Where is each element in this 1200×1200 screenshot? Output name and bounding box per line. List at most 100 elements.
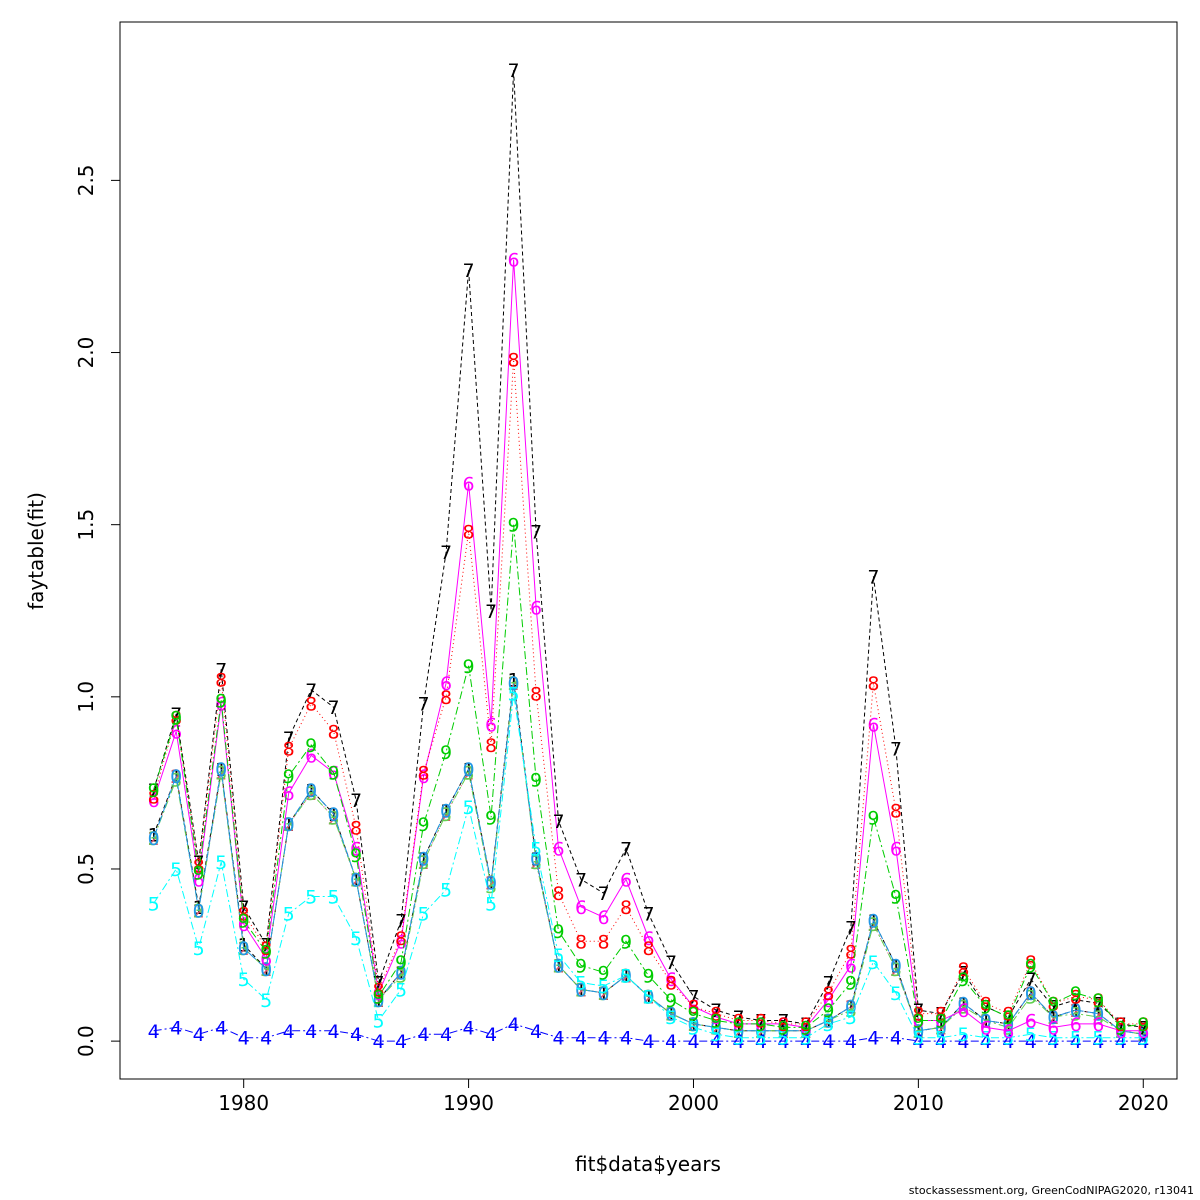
data-point-9: 9 (350, 845, 362, 867)
data-point-1: 1 (373, 990, 385, 1012)
data-point-9: 9 (980, 997, 992, 1019)
series-line (153, 683, 1144, 1035)
data-point-2: 2 (373, 990, 385, 1012)
data-point-8: 8 (350, 818, 362, 840)
data-point-8: 8 (508, 349, 520, 371)
data-point-7: 7 (957, 962, 969, 984)
data-point-0: 0 (822, 1011, 834, 1033)
data-point-0: 0 (170, 766, 182, 788)
data-point-2: 2 (1137, 1024, 1149, 1046)
data-point-7: 7 (575, 869, 587, 891)
data-point-5: 5 (1002, 1028, 1014, 1050)
data-point-2: 2 (215, 763, 227, 785)
data-point-1: 1 (575, 980, 587, 1002)
data-point-9: 9 (597, 962, 609, 984)
data-point-6: 6 (508, 250, 520, 272)
data-point-5: 5 (530, 838, 542, 860)
data-point-3: 3 (238, 938, 250, 960)
footer-credit: stockassessment.org, GreenCodNIPAG2020, … (908, 1184, 1194, 1197)
data-point-5: 5 (395, 980, 407, 1002)
data-point-4: 4 (463, 1017, 475, 1039)
data-point-8: 8 (597, 931, 609, 953)
data-point-6: 6 (1025, 1011, 1037, 1033)
data-point-7: 7 (305, 680, 317, 702)
series-line (153, 524, 1144, 1028)
data-point-9: 9 (238, 911, 250, 933)
data-point-5: 5 (980, 1028, 992, 1050)
data-point-4: 4 (1092, 1031, 1104, 1053)
data-point-4: 4 (328, 1021, 340, 1043)
data-point-4: 4 (305, 1021, 317, 1043)
data-point-7: 7 (1115, 1014, 1127, 1036)
data-point-4: 4 (710, 1031, 722, 1053)
data-point-2: 2 (980, 1011, 992, 1033)
data-point-0: 0 (530, 849, 542, 871)
data-point-6: 6 (687, 997, 699, 1019)
data-point-8: 8 (530, 683, 542, 705)
data-point-4: 4 (575, 1028, 587, 1050)
data-point-8: 8 (305, 694, 317, 716)
data-point-0: 0 (215, 759, 227, 781)
data-point-0: 0 (665, 1004, 677, 1026)
data-point-5: 5 (665, 1007, 677, 1029)
data-point-5: 5 (912, 1028, 924, 1050)
data-point-5: 5 (508, 683, 520, 705)
data-point-1: 1 (1047, 1007, 1059, 1029)
data-point-5: 5 (597, 976, 609, 998)
data-point-5: 5 (575, 973, 587, 995)
data-point-7: 7 (418, 694, 430, 716)
data-point-7: 7 (440, 542, 452, 564)
data-point-8: 8 (328, 721, 340, 743)
data-point-5: 5 (1025, 1024, 1037, 1046)
data-point-5: 5 (1115, 1028, 1127, 1050)
data-point-6: 6 (1092, 1014, 1104, 1036)
data-point-1: 1 (642, 986, 654, 1008)
data-point-1: 1 (710, 1017, 722, 1039)
data-point-4: 4 (283, 1021, 295, 1043)
data-point-5: 5 (800, 1028, 812, 1050)
data-point-8: 8 (1092, 990, 1104, 1012)
data-point-3: 3 (215, 763, 227, 785)
data-point-9: 9 (777, 1017, 789, 1039)
data-point-9: 9 (1070, 983, 1082, 1005)
data-point-4: 4 (193, 1024, 205, 1046)
data-point-8: 8 (980, 993, 992, 1015)
data-point-0: 0 (418, 849, 430, 871)
data-point-9: 9 (732, 1014, 744, 1036)
data-point-4: 4 (867, 1028, 879, 1050)
data-point-5: 5 (1047, 1028, 1059, 1050)
data-point-7: 7 (260, 935, 272, 957)
data-point-5: 5 (552, 945, 564, 967)
data-point-7: 7 (620, 838, 632, 860)
series-line (153, 693, 1144, 1039)
data-point-3: 3 (170, 770, 182, 792)
data-point-7: 7 (552, 811, 564, 833)
data-point-4: 4 (373, 1031, 385, 1053)
data-point-0: 0 (980, 1011, 992, 1033)
data-point-1: 1 (260, 959, 272, 981)
data-point-2: 2 (935, 1017, 947, 1039)
data-point-4: 4 (1070, 1031, 1082, 1053)
data-point-4: 4 (980, 1031, 992, 1053)
data-point-5: 5 (418, 904, 430, 926)
data-point-1: 1 (822, 1011, 834, 1033)
data-point-8: 8 (687, 997, 699, 1019)
data-point-4: 4 (350, 1024, 362, 1046)
data-point-3: 3 (148, 828, 160, 850)
data-point-8: 8 (642, 938, 654, 960)
data-point-9: 9 (1115, 1017, 1127, 1039)
data-point-9: 9 (373, 986, 385, 1008)
data-point-5: 5 (170, 859, 182, 881)
data-point-3: 3 (530, 852, 542, 874)
data-point-7: 7 (665, 952, 677, 974)
data-point-6: 6 (1115, 1021, 1127, 1043)
data-point-5: 5 (710, 1024, 722, 1046)
data-point-4: 4 (597, 1028, 609, 1050)
data-point-7: 7 (1137, 1017, 1149, 1039)
data-point-6: 6 (935, 1011, 947, 1033)
data-point-6: 6 (440, 673, 452, 695)
series-line (153, 259, 1144, 1032)
data-point-5: 5 (260, 990, 272, 1012)
